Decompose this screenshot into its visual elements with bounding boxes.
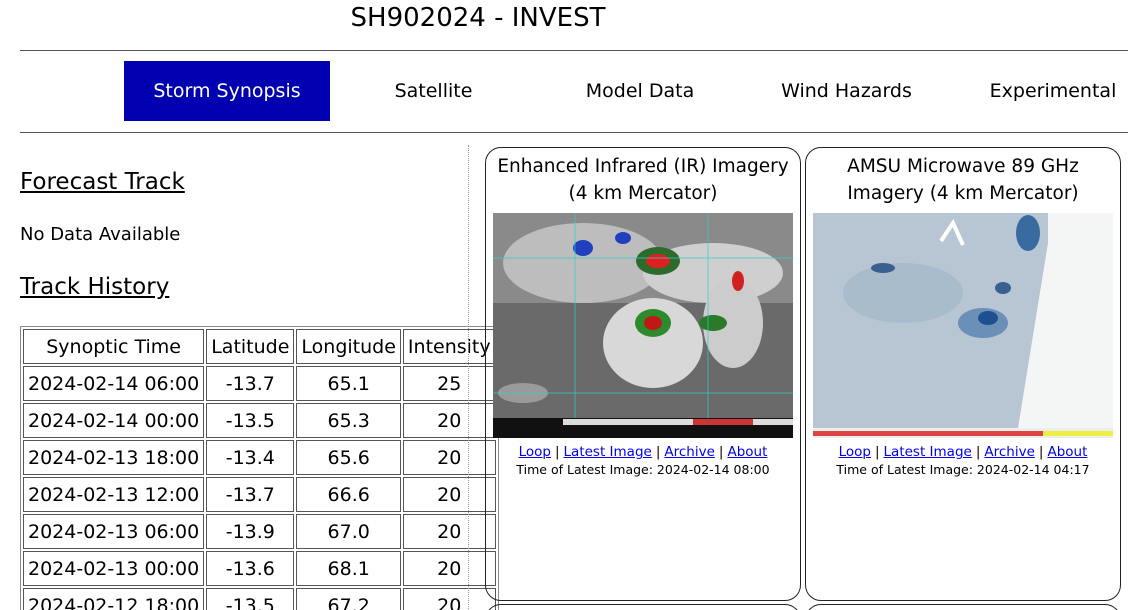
- table-cell: 65.6: [296, 440, 401, 475]
- panel-links: Loop | Latest Image | Archive | About: [806, 444, 1120, 460]
- nav-tab[interactable]: Model Data: [585, 80, 695, 102]
- table-cell: 2024-02-14 06:00: [23, 366, 205, 401]
- nav-tab[interactable]: Storm Synopsis: [124, 61, 330, 121]
- nav-tab[interactable]: Wind Hazards: [781, 80, 912, 102]
- panel-title: Enhanced Infrared (IR) Imagery (4 km Mer…: [497, 156, 789, 204]
- panel: [805, 604, 1121, 610]
- table-cell: -13.5: [206, 403, 295, 438]
- image-time: Time of Latest Image: 2024-02-14 04:17: [836, 462, 1090, 477]
- table-cell: 20: [402, 551, 496, 586]
- table-cell: 66.6: [296, 477, 401, 512]
- table-cell: 67.2: [296, 588, 401, 610]
- column-header: Intensity: [402, 329, 496, 364]
- link[interactable]: About: [727, 444, 768, 460]
- table-row: 2024-02-13 00:00 -13.6 68.1 20: [23, 551, 496, 586]
- column-divider: [468, 145, 469, 610]
- separator: |: [1038, 444, 1044, 460]
- table-row: 2024-02-14 06:00 -13.7 65.1 25: [23, 366, 496, 401]
- link[interactable]: Loop: [518, 444, 551, 460]
- separator: |: [874, 444, 880, 460]
- separator: |: [554, 444, 560, 460]
- table-cell: -13.4: [206, 440, 295, 475]
- table-cell: 2024-02-14 00:00: [23, 403, 205, 438]
- divider: [20, 132, 1128, 133]
- page-title: SH902024 - INVEST: [350, 3, 606, 33]
- panel-title: AMSU Microwave 89 GHz Imagery (4 km Merc…: [847, 156, 1079, 204]
- divider: [20, 50, 1128, 51]
- column-header: Synoptic Time: [23, 329, 205, 364]
- link[interactable]: Latest Image: [563, 444, 652, 460]
- no-data-text: No Data Available: [20, 224, 181, 245]
- table-cell: 2024-02-13 00:00: [23, 551, 205, 586]
- section-heading: Forecast Track: [20, 169, 185, 195]
- table-cell: 25: [402, 366, 496, 401]
- nav-tab[interactable]: Satellite: [394, 80, 473, 102]
- table-row: 2024-02-13 12:00 -13.7 66.6 20: [23, 477, 496, 512]
- image-time: Time of Latest Image: 2024-02-14 08:00: [516, 462, 770, 477]
- separator: |: [975, 444, 981, 460]
- table-cell: -13.9: [206, 514, 295, 549]
- table-cell: 20: [402, 588, 496, 610]
- table-cell: 2024-02-13 12:00: [23, 477, 205, 512]
- ir-image[interactable]: [493, 213, 793, 438]
- table-cell: -13.7: [206, 366, 295, 401]
- link[interactable]: Latest Image: [883, 444, 972, 460]
- column-header: Longitude: [296, 329, 401, 364]
- link[interactable]: Loop: [838, 444, 871, 460]
- table-row: 2024-02-14 00:00 -13.5 65.3 20: [23, 403, 496, 438]
- link[interactable]: About: [1047, 444, 1088, 460]
- table-cell: 2024-02-13 18:00: [23, 440, 205, 475]
- table-cell: -13.7: [206, 477, 295, 512]
- table-row: 2024-02-13 06:00 -13.9 67.0 20: [23, 514, 496, 549]
- panel: Enhanced Infrared (IR) Imagery (4 km Mer…: [485, 147, 801, 601]
- table-cell: 20: [402, 403, 496, 438]
- table-cell: 65.1: [296, 366, 401, 401]
- table-cell: 68.1: [296, 551, 401, 586]
- table-row: 2024-02-13 18:00 -13.4 65.6 20: [23, 440, 496, 475]
- table-header-row: Synoptic Time Latitude Longitude Intensity: [23, 329, 496, 364]
- panel: [485, 604, 801, 610]
- link[interactable]: Archive: [664, 444, 715, 460]
- table-cell: 20: [402, 440, 496, 475]
- table-cell: 2024-02-13 06:00: [23, 514, 205, 549]
- panel-links: Loop | Latest Image | Archive | About: [486, 444, 800, 460]
- separator: |: [718, 444, 724, 460]
- table-cell: -13.6: [206, 551, 295, 586]
- table-cell: 2024-02-12 18:00: [23, 588, 205, 610]
- table-row: 2024-02-12 18:00 -13.5 67.2 20: [23, 588, 496, 610]
- table-cell: 20: [402, 514, 496, 549]
- table-cell: -13.5: [206, 588, 295, 610]
- table-cell: 65.3: [296, 403, 401, 438]
- column-header: Latitude: [206, 329, 295, 364]
- panel: AMSU Microwave 89 GHz Imagery (4 km Merc…: [805, 147, 1121, 601]
- microwave-image[interactable]: [813, 213, 1113, 438]
- table-cell: 20: [402, 477, 496, 512]
- track-table: Synoptic Time Latitude Longitude Intensity 2…: [20, 326, 499, 610]
- separator: |: [655, 444, 661, 460]
- table-cell: 67.0: [296, 514, 401, 549]
- link[interactable]: Archive: [984, 444, 1035, 460]
- nav-tab[interactable]: Experimental: [989, 80, 1117, 102]
- section-heading: Track History: [20, 274, 170, 300]
